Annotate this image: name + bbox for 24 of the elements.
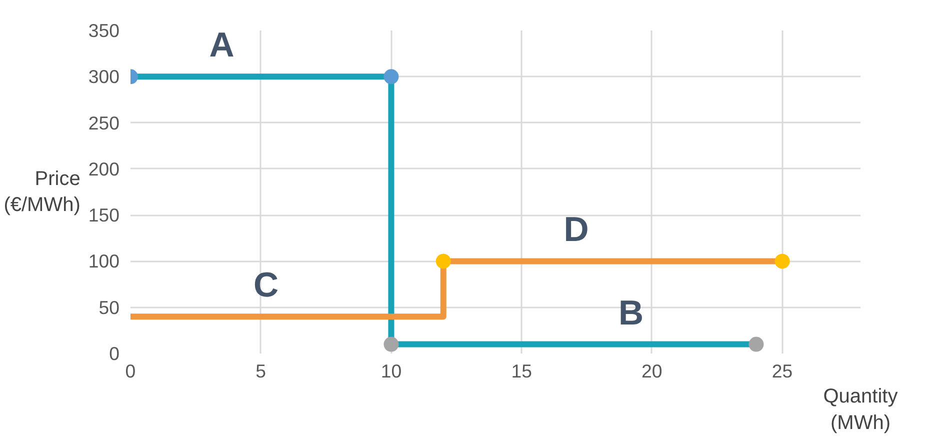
- point: [748, 336, 764, 352]
- point: [384, 336, 399, 352]
- x-tick-label: 20: [642, 360, 662, 382]
- y-axis-title: Price (€/MWh): [4, 168, 80, 216]
- y-tick-label: 100: [88, 250, 120, 272]
- x-tick-label: 0: [125, 360, 136, 382]
- x-tick-label: 5: [256, 360, 266, 382]
- y-tick-label: 300: [88, 66, 120, 88]
- annotation: D: [564, 211, 589, 250]
- y-tick-label: 250: [88, 112, 120, 134]
- y-tick-label: 0: [109, 343, 120, 364]
- point: [436, 254, 451, 269]
- y-tick-label: 350: [88, 20, 120, 41]
- x-tick-label: 25: [772, 360, 793, 382]
- y-tick-label: 150: [88, 204, 120, 226]
- x-tick-label: 15: [511, 360, 532, 382]
- annotation: B: [618, 294, 644, 332]
- x-tick-label: 10: [380, 360, 402, 382]
- point: [774, 254, 790, 269]
- y-tick-label: 50: [98, 296, 120, 318]
- x-axis-title: Quantity (MWh): [823, 386, 898, 434]
- annotation: C: [254, 266, 279, 305]
- annotation: A: [209, 26, 234, 65]
- y-tick-label: 200: [88, 158, 120, 180]
